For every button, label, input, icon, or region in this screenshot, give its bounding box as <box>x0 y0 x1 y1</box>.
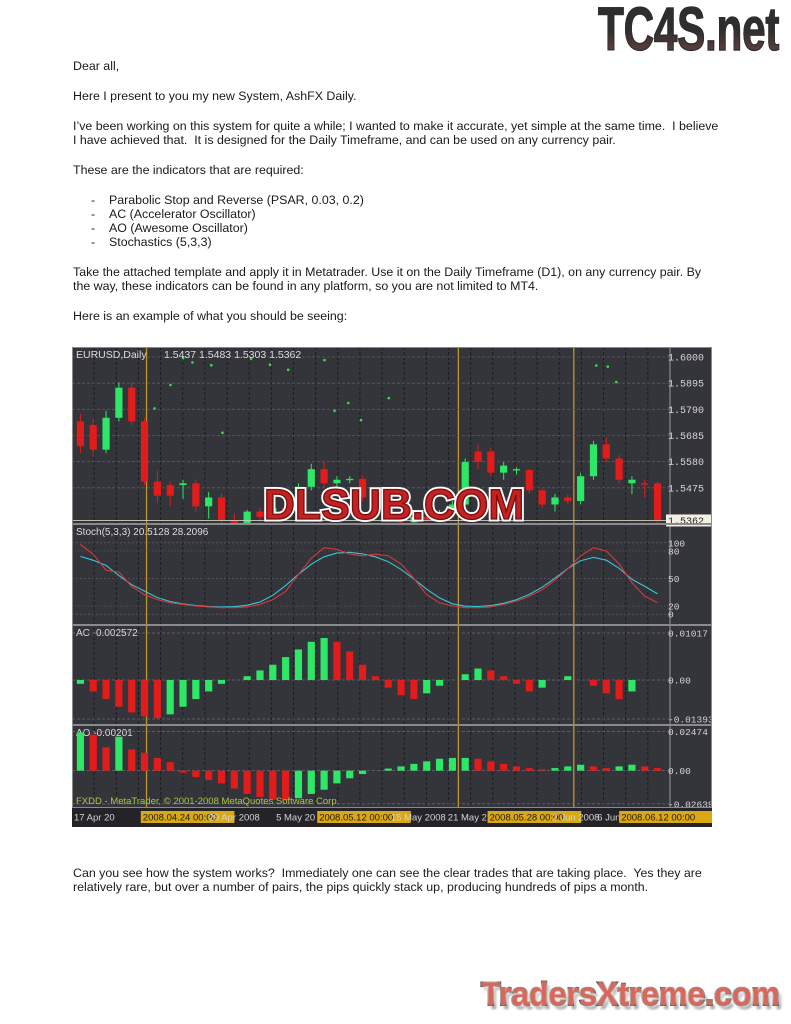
svg-text:-0.02639: -0.02639 <box>668 799 712 810</box>
svg-text:6 Jun: 6 Jun <box>597 813 620 824</box>
svg-text:50: 50 <box>668 574 680 585</box>
svg-text:2 Jun 2008: 2 Jun 2008 <box>552 813 599 824</box>
svg-text:1.5895: 1.5895 <box>668 380 704 391</box>
svg-text:EURUSD,Daily: EURUSD,Daily <box>76 349 147 361</box>
svg-text:1.5790: 1.5790 <box>668 406 704 417</box>
svg-text:5 May 20: 5 May 20 <box>276 813 315 824</box>
svg-text:17 Apr 20: 17 Apr 20 <box>74 813 115 824</box>
svg-text:Stoch(5,3,3) 20.5128 28.2096: Stoch(5,3,3) 20.5128 28.2096 <box>76 527 209 538</box>
svg-text:AC -0.002572: AC -0.002572 <box>76 628 138 639</box>
svg-text:2008.06.12 00:00: 2008.06.12 00:00 <box>621 813 695 824</box>
svg-text:1.5437 1.5483 1.5303 1.5362: 1.5437 1.5483 1.5303 1.5362 <box>164 349 301 361</box>
svg-text:DLSUB.COM: DLSUB.COM <box>264 481 524 529</box>
svg-text:0.00: 0.00 <box>668 766 691 777</box>
svg-text:29 Apr 2008: 29 Apr 2008 <box>209 813 260 824</box>
svg-text:1.5580: 1.5580 <box>668 458 704 469</box>
svg-text:80: 80 <box>668 546 680 557</box>
svg-text:0.00: 0.00 <box>668 676 691 687</box>
svg-text:-0.01393: -0.01393 <box>668 715 712 726</box>
svg-text:AO -0.00201: AO -0.00201 <box>76 728 133 739</box>
svg-text:FXDD - MetaTrader, © 2001-2008: FXDD - MetaTrader, © 2001-2008 MetaQuote… <box>76 796 339 807</box>
svg-text:1.6000: 1.6000 <box>668 354 704 365</box>
svg-text:1.5362: 1.5362 <box>668 517 704 528</box>
svg-text:2008.05.12 00:00: 2008.05.12 00:00 <box>319 813 393 824</box>
svg-text:21 May 2: 21 May 2 <box>448 813 487 824</box>
svg-text:15 May 2008: 15 May 2008 <box>391 813 446 824</box>
svg-text:0: 0 <box>668 610 674 621</box>
svg-text:0.02474: 0.02474 <box>668 727 708 738</box>
svg-text:2008.04.24 00:00: 2008.04.24 00:00 <box>143 813 217 824</box>
svg-text:1.5685: 1.5685 <box>668 432 704 443</box>
svg-text:1.5475: 1.5475 <box>668 484 704 495</box>
svg-text:0.01017: 0.01017 <box>668 629 708 640</box>
